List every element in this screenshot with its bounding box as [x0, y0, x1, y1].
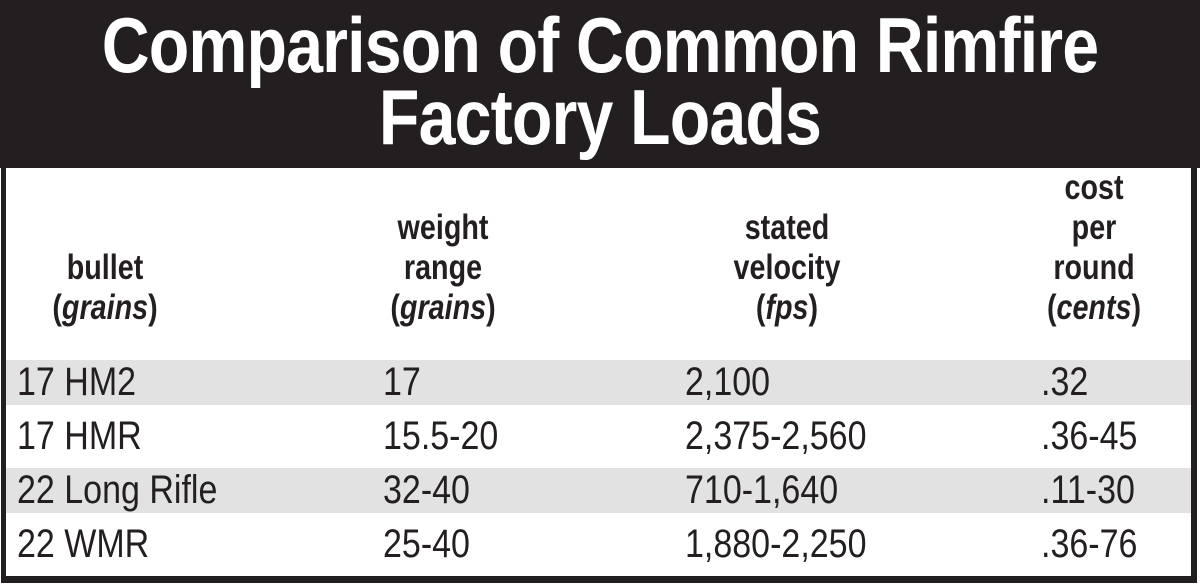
cell-stated-velocity: 2,375-2,560: [685, 414, 867, 458]
cell-weight-range: 15.5-20: [383, 414, 499, 458]
paren-open: (: [1046, 288, 1057, 327]
cell-stated-velocity: 710-1,640: [685, 468, 839, 512]
cell-bullet: 17 HM2: [17, 360, 137, 404]
column-header-unit: (grains): [52, 288, 157, 328]
column-header-label: stated: [744, 208, 830, 247]
column-header-stated-velocity: stated velocity (fps): [734, 208, 841, 328]
table-row-17hm2: 17 HM2 17 2,100 .32: [6, 360, 1191, 414]
column-header-unit: (cents): [1047, 288, 1141, 328]
paren-close: ): [148, 288, 158, 327]
unit-word: fps: [765, 288, 809, 327]
column-header-label: velocity: [733, 248, 841, 287]
paren-close: ): [1131, 288, 1142, 327]
cell-weight-range: 17: [383, 360, 421, 404]
paren-close: ): [486, 288, 496, 327]
column-header-label: weight: [397, 208, 489, 247]
page-title-line-2: Factory Loads: [378, 73, 822, 161]
table-row-22wmr: 22 WMR 25-40 1,880-2,250 .36-76: [6, 522, 1191, 576]
unit-word: cents: [1056, 288, 1132, 327]
table-row-17hmr: 17 HMR 15.5-20 2,375-2,560 .36-45: [6, 414, 1191, 468]
cell-bullet: 22 WMR: [17, 522, 150, 566]
table-body: 17 HM2 17 2,100 .32 17 HMR 15.5-20 2,375…: [6, 360, 1191, 576]
cell-bullet: 17 HMR: [17, 414, 142, 458]
table-header-row: bullet (grains) weight range (grains) st…: [6, 168, 1191, 360]
column-header-label: per: [1071, 208, 1117, 247]
cell-cost-per-round: .36-76: [1041, 522, 1138, 566]
paren-open: (: [755, 288, 766, 327]
paren-open: (: [390, 288, 400, 327]
factory-loads-table: bullet (grains) weight range (grains) st…: [1, 168, 1197, 583]
title-banner: Comparison of Common Rimfire Factory Loa…: [0, 0, 1200, 168]
column-header-bullet: bullet (grains): [52, 248, 157, 328]
column-header-unit: (grains): [390, 288, 495, 328]
table-row-22-long-rifle: 22 Long Rifle 32-40 710-1,640 .11-30: [6, 468, 1191, 522]
column-header-label: cost: [1064, 168, 1124, 207]
paren-close: ): [808, 288, 819, 327]
cell-weight-range: 25-40: [383, 522, 470, 566]
cell-cost-per-round: .32: [1041, 360, 1089, 404]
column-header-unit: (fps): [734, 288, 841, 328]
cell-stated-velocity: 1,880-2,250: [685, 522, 867, 566]
cell-stated-velocity: 2,100: [685, 360, 771, 404]
cell-cost-per-round: .36-45: [1041, 414, 1138, 458]
unit-word: grains: [399, 288, 487, 327]
column-header-label: range: [403, 248, 483, 287]
column-header-label: round: [1053, 248, 1135, 287]
page-title-line-1: Comparison of Common Rimfire: [101, 1, 1099, 89]
column-header-weight-range: weight range (grains): [390, 208, 495, 328]
paren-open: (: [52, 288, 62, 327]
column-header-cost-per-round: cost per round (cents): [1047, 168, 1141, 328]
column-header-label: bullet: [66, 248, 144, 287]
cell-cost-per-round: .11-30: [1041, 468, 1135, 512]
cell-weight-range: 32-40: [383, 468, 470, 512]
unit-word: grains: [61, 288, 149, 327]
cell-bullet: 22 Long Rifle: [17, 468, 218, 512]
